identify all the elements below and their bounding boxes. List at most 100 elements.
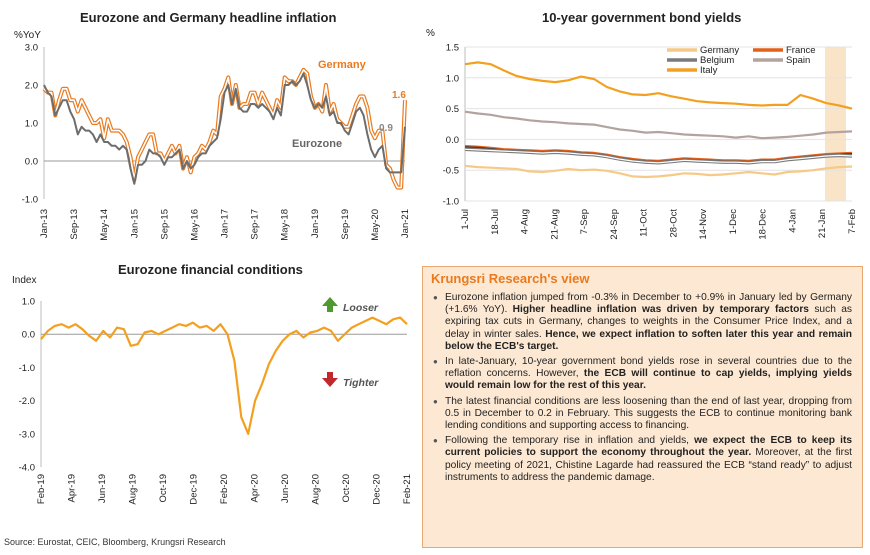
view-text: Following the temporary rise in inflatio… — [445, 435, 695, 447]
view-text: The latest financial conditions are less… — [445, 395, 852, 432]
y-tick-label: -2.0 — [19, 396, 35, 407]
eurozone-series-line — [43, 72, 406, 185]
financial-conditions-chart: Index 1.0 0.0 -1.0 -2.0 -3.0 -4.0 Feb-19 Apr-1… — [12, 275, 413, 505]
x-tick-label: Feb-21 — [402, 474, 413, 504]
x-tick-label: 14-Nov — [698, 209, 709, 240]
x-tick-label: Sep-13 — [69, 209, 80, 240]
x-tick-label: May-14 — [99, 209, 110, 241]
view-text-bold: we expect the ECB to keep its current po… — [445, 435, 853, 459]
research-view-item: Eurozone inflation jumped from -0.3% in … — [433, 292, 852, 353]
y-tick-label: -3.0 — [19, 429, 35, 440]
down-arrow-icon — [322, 372, 338, 387]
bond-yields-chart-panel: 10-year government bond yields % 1.5 1.0 0… — [420, 0, 870, 262]
x-tick-label: May-16 — [189, 209, 200, 241]
x-tick-label: Oct-20 — [341, 474, 352, 503]
source-note: Source: Eurostat, CEIC, Bloomberg, Krung… — [4, 537, 226, 547]
x-tick-label: 1-Jul — [460, 209, 471, 230]
y-tick-label: 1.0 — [25, 119, 38, 130]
view-text: Moreover, at the first policy meeting of… — [445, 447, 852, 483]
x-tick-label: Jan-21 — [400, 209, 411, 238]
y-tick-label: 0.0 — [446, 135, 459, 146]
legend-label: Spain — [786, 55, 810, 66]
y-tick-label: 1.0 — [446, 73, 459, 84]
bond-y-unit: % — [426, 28, 435, 39]
x-tick-label: Aug-20 — [311, 474, 322, 505]
financial-conditions-chart-title: Eurozone financial conditions — [118, 262, 303, 277]
financial-conditions-series-line — [40, 316, 408, 435]
inflation-chart-panel: Eurozone and Germany headline inflation … — [0, 0, 420, 262]
italy-series-line — [464, 61, 853, 110]
eurozone-last-value: 0.9 — [379, 123, 393, 134]
up-arrow-icon — [322, 297, 338, 312]
view-text-bold: Higher headline inflation was driven by … — [512, 304, 809, 316]
y-tick-label: 0.0 — [25, 157, 38, 168]
x-tick-label: May-18 — [280, 209, 291, 241]
research-view-item: Following the temporary rise in inflatio… — [433, 435, 853, 484]
x-tick-label: 7-Sep — [579, 209, 590, 234]
x-tick-label: 28-Oct — [668, 209, 679, 238]
x-tick-label: Dec-20 — [372, 474, 383, 505]
x-tick-label: 18-Jul — [490, 209, 501, 235]
y-tick-label: -1.0 — [22, 195, 38, 206]
belgium-series-line — [464, 148, 853, 164]
view-text: such as expiring tax cuts in Germany, ch… — [445, 304, 852, 340]
inflation-chart-title: Eurozone and Germany headline inflation — [80, 10, 337, 25]
legend-label: Germany — [700, 45, 739, 56]
recent-period-highlight — [825, 47, 846, 201]
inflation-y-unit: %YoY — [14, 30, 41, 41]
y-tick-label: 3.0 — [25, 43, 38, 54]
x-tick-label: Feb-20 — [219, 474, 230, 504]
x-tick-label: 1-Dec — [728, 209, 739, 235]
x-tick-label: Dec-19 — [189, 474, 200, 505]
tighter-label: Tighter — [343, 377, 379, 389]
y-tick-label: 0.0 — [22, 330, 35, 341]
x-tick-label: 4-Jan — [787, 209, 798, 233]
research-view-item: The latest financial conditions are less… — [433, 395, 852, 433]
view-text: Eurozone inflation jumped from -0.3% in … — [445, 292, 852, 316]
x-tick-label: Jan-17 — [220, 209, 231, 238]
x-tick-label: May-20 — [370, 209, 381, 241]
y-tick-label: -0.5 — [443, 166, 459, 177]
x-tick-label: Jun-20 — [280, 474, 291, 503]
y-tick-label: -1.0 — [443, 197, 459, 208]
x-tick-label: Sep-17 — [250, 209, 261, 240]
germany-series-label: Germany — [318, 59, 367, 71]
germany-series-line — [43, 69, 406, 189]
x-tick-label: Sep-19 — [340, 209, 351, 240]
x-tick-label: 21-Jan — [817, 209, 828, 238]
x-tick-label: Oct-19 — [158, 474, 169, 503]
x-tick-label: 24-Sep — [609, 209, 620, 240]
x-tick-label: 18-Dec — [758, 209, 769, 240]
y-tick-label: -4.0 — [19, 463, 35, 474]
view-text-bold: Hence, we expect inflation to soften lat… — [445, 328, 852, 352]
fin-y-unit: Index — [12, 275, 36, 286]
view-text-bold: the ECB will continue to cap yields, imp… — [445, 368, 852, 392]
y-tick-label: 0.5 — [446, 104, 459, 115]
x-tick-label: 21-Aug — [549, 209, 560, 240]
x-tick-label: Apr-19 — [67, 474, 78, 503]
legend-label: Belgium — [700, 55, 734, 66]
bond-yields-chart: % 1.5 1.0 0.5 0.0 -0.5 -1.0 1-Jul 18-Jul 4-Aug 2… — [426, 28, 858, 240]
research-view-title: Krungsri Research's view — [431, 271, 590, 286]
inflation-chart: %YoY 3.0 2.0 1.0 0.0 -1.0 Jan-13 Sep-13 May-14… — [14, 30, 411, 241]
y-tick-label: -1.0 — [19, 363, 35, 374]
eurozone-series-label: Eurozone — [292, 138, 342, 150]
x-tick-label: Sep-15 — [159, 209, 170, 240]
legend-label: France — [786, 45, 816, 56]
germany-last-value: 1.6 — [392, 90, 406, 101]
y-tick-label: 1.5 — [446, 43, 459, 54]
x-tick-label: Jan-13 — [39, 209, 50, 238]
x-tick-label: 11-Oct — [639, 209, 650, 237]
bond-legend: Germany France Belgium Spain Italy — [667, 45, 816, 76]
x-tick-label: Jan-15 — [129, 209, 140, 238]
x-tick-label: Feb-19 — [36, 474, 47, 504]
view-text: In late-January, 10-year government bond… — [445, 356, 852, 380]
research-view-list: Eurozone inflation jumped from -0.3% in … — [431, 292, 852, 484]
y-tick-label: 2.0 — [25, 81, 38, 92]
spain-series-line — [464, 110, 853, 140]
legend-label: Italy — [700, 65, 718, 76]
x-tick-label: Jan-19 — [310, 209, 321, 238]
x-tick-label: 4-Aug — [520, 209, 531, 234]
research-view-box: Krungsri Research's view Eurozone inflat… — [422, 266, 863, 548]
bond-yields-chart-title: 10-year government bond yields — [542, 10, 742, 25]
